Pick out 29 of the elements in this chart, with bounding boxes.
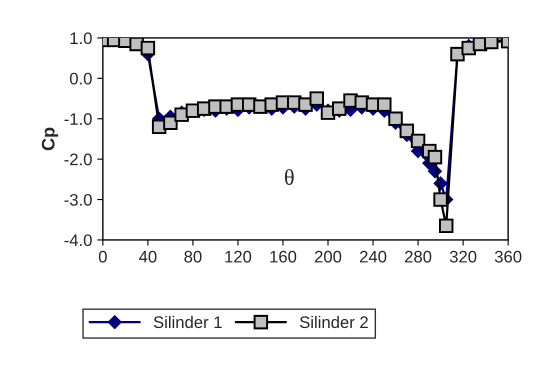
x-tick-label: 40 [139, 250, 157, 263]
point [438, 218, 454, 234]
legend-label: Silinder 1 [154, 316, 222, 328]
x-tick-label: 360 [494, 250, 522, 263]
x-tick-label: 240 [360, 250, 386, 263]
point [163, 116, 178, 130]
point [388, 112, 403, 126]
x-axis-title: θ [285, 169, 294, 185]
y-tick-label: -3.0 [64, 194, 92, 206]
y-tick-label: -4.0 [64, 234, 92, 246]
point [377, 97, 392, 112]
point [428, 150, 442, 164]
y-axis-title: Cp [42, 128, 58, 150]
x-tick-label: 200 [314, 250, 342, 263]
x-tick-label: 320 [450, 250, 476, 263]
y-tick-label: 0.0 [70, 72, 92, 85]
point [433, 192, 448, 207]
x-tick-label: 160 [270, 250, 296, 263]
x-tick-label: 80 [184, 250, 202, 263]
legend-label: Silinder 2 [300, 316, 368, 328]
y-tick-label: 1.0 [70, 32, 92, 44]
x-tick-label: 0 [98, 250, 107, 263]
x-tick-label: 120 [225, 250, 252, 263]
point [410, 134, 426, 148]
x-tick-label: 280 [405, 250, 432, 263]
y-tick-label: -2.0 [64, 154, 92, 166]
point [140, 40, 156, 56]
point [310, 91, 324, 106]
y-tick-label: -1.0 [64, 113, 92, 125]
